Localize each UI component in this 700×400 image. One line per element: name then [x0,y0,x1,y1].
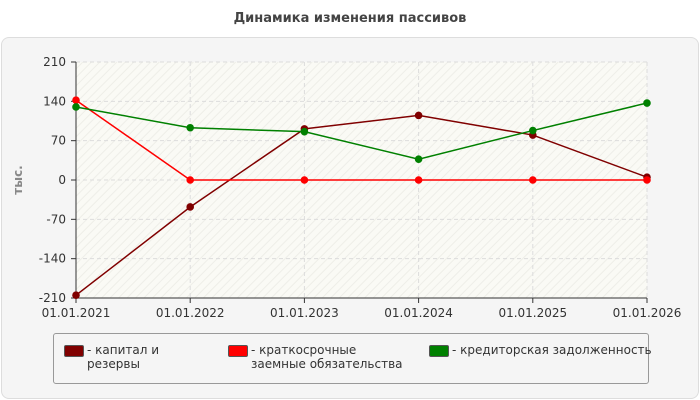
legend-label-capital: - капитал и резервы [87,343,160,371]
x-tick-labels: 01.01.2021 01.01.2022 01.01.2023 01.01.2024… [42,306,682,320]
data-point-0-0 [72,291,80,299]
data-point-1-4 [529,176,537,184]
data-point-2-5 [643,99,651,107]
data-point-1-5 [643,176,651,184]
legend-label-short-term-loans: - краткосрочные заемные обязательства [251,343,403,371]
x-tick-label: 01.01.2022 [156,306,225,320]
series-group [72,96,651,299]
series-line-0 [75,114,648,296]
y-tick-labels: 210 140 70 0 -70 -140 -210 [39,55,66,305]
legend-swatch-capital [64,345,84,357]
y-tick-label: 140 [43,94,66,108]
data-point-2-4 [529,126,537,135]
legend-label-accounts-payable: - кредиторская задолженность [452,343,652,357]
series-line-1 [75,99,647,181]
data-point-1-2 [300,176,309,184]
data-point-2-3 [414,155,423,164]
data-point-2-2 [300,127,309,136]
data-point-0-3 [414,111,423,120]
legend: - капитал и резервы - краткосрочные заем… [53,333,652,384]
data-point-1-1 [186,176,194,184]
data-point-2-1 [186,123,194,132]
y-tick-label: 70 [51,134,66,148]
data-point-1-3 [414,176,423,184]
y-tick-label: 0 [58,173,66,187]
y-tick-label: -210 [39,291,66,305]
y-axis-label: тыс. [11,165,25,194]
series-line-2 [75,102,648,160]
x-tick-label: 01.01.2026 [613,306,682,320]
x-tick-label: 01.01.2025 [498,306,567,320]
data-point-0-1 [186,203,194,211]
x-tick-label: 01.01.2021 [42,306,111,320]
legend-swatch-accounts-payable [429,345,449,357]
data-point-2-0 [72,103,80,111]
chart-title: Динамика изменения пассивов [233,11,467,26]
legend-swatch-short-term-loans [228,345,248,357]
x-tick-label: 01.01.2024 [384,306,453,320]
y-tick-label: -140 [39,252,66,266]
y-tick-label: -70 [46,212,66,226]
data-point-1-0 [72,96,80,105]
x-tick-label: 01.01.2023 [270,306,339,320]
y-tick-label: 210 [43,55,66,69]
